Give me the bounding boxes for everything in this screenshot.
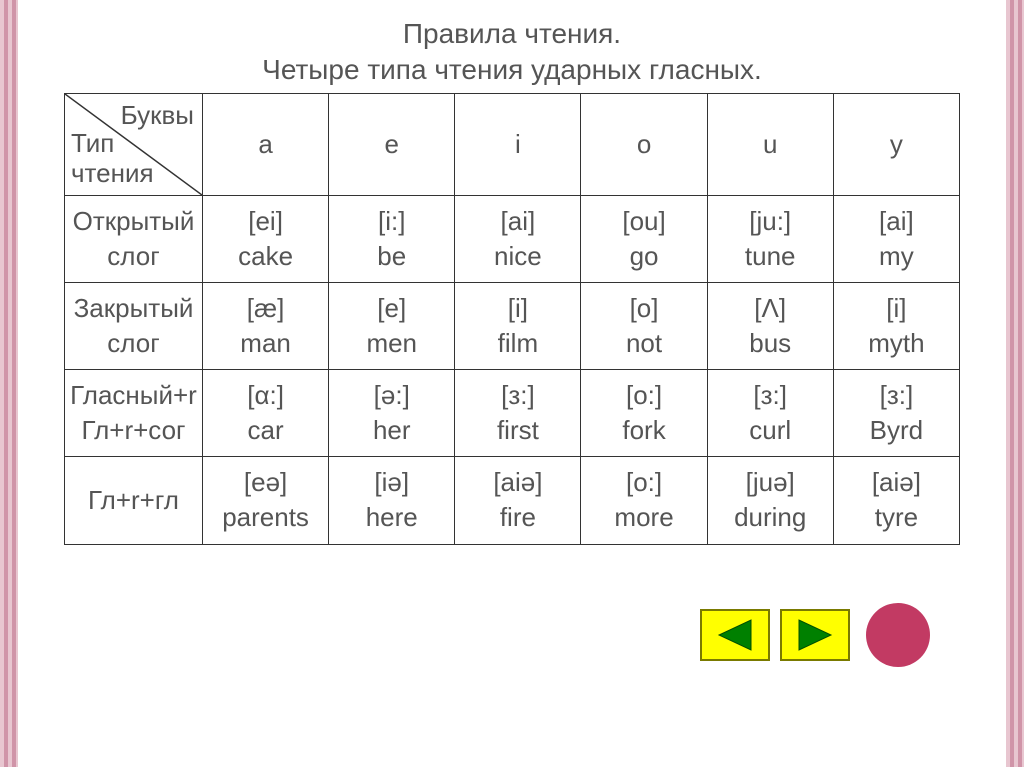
- diag-top-label: Буквы: [121, 98, 194, 133]
- row-label: Открытый слог: [65, 195, 203, 282]
- row-label: Гл+r+гл: [65, 457, 203, 544]
- cell: [i]film: [455, 282, 581, 369]
- cell: [iə]here: [329, 457, 455, 544]
- cell: [з:]curl: [707, 370, 833, 457]
- cell: [ə:]her: [329, 370, 455, 457]
- row-label: Гласный+r Гл+r+сог: [65, 370, 203, 457]
- navigation-controls: [700, 603, 930, 667]
- arrow-left-icon: [715, 618, 755, 652]
- slide-content: Правила чтения. Четыре типа чтения ударн…: [34, 0, 990, 767]
- col-header: e: [329, 93, 455, 195]
- cell: [ou]go: [581, 195, 707, 282]
- col-header: o: [581, 93, 707, 195]
- table-row: Закрытый слог [æ]man [e]men [i]film [o]n…: [65, 282, 960, 369]
- table-header-row: Буквы Тип чтения a e i o u y: [65, 93, 960, 195]
- cell: [ai]nice: [455, 195, 581, 282]
- cell: [aiə]tyre: [833, 457, 959, 544]
- action-circle-button[interactable]: [866, 603, 930, 667]
- slide-title: Правила чтения. Четыре типа чтения ударн…: [64, 16, 960, 89]
- diagonal-header-cell: Буквы Тип чтения: [65, 93, 203, 195]
- cell: [o:]more: [581, 457, 707, 544]
- cell: [e]men: [329, 282, 455, 369]
- col-header: y: [833, 93, 959, 195]
- title-line-1: Правила чтения.: [403, 18, 621, 49]
- cell: [α:]car: [203, 370, 329, 457]
- cell: [juə]during: [707, 457, 833, 544]
- cell: [aiə]fire: [455, 457, 581, 544]
- decorative-stripe-right: [1006, 0, 1024, 767]
- cell: [æ]man: [203, 282, 329, 369]
- arrow-right-icon: [795, 618, 835, 652]
- decorative-stripe-left: [0, 0, 18, 767]
- cell: [i]myth: [833, 282, 959, 369]
- col-header: a: [203, 93, 329, 195]
- cell: [o]not: [581, 282, 707, 369]
- next-button[interactable]: [780, 609, 850, 661]
- row-label: Закрытый слог: [65, 282, 203, 369]
- reading-rules-table: Буквы Тип чтения a e i o u y Открытый сл…: [64, 93, 960, 545]
- table-row: Открытый слог [ei]cake [i:]be [ai]nice […: [65, 195, 960, 282]
- cell: [Λ]bus: [707, 282, 833, 369]
- cell: [eə]parents: [203, 457, 329, 544]
- diag-bottom-label-2: чтения: [71, 156, 154, 191]
- prev-button[interactable]: [700, 609, 770, 661]
- cell: [o:]fork: [581, 370, 707, 457]
- table-row: Гласный+r Гл+r+сог [α:]car [ə:]her [з:]f…: [65, 370, 960, 457]
- cell: [i:]be: [329, 195, 455, 282]
- col-header: u: [707, 93, 833, 195]
- cell: [з:]Byrd: [833, 370, 959, 457]
- cell: [ju:]tune: [707, 195, 833, 282]
- col-header: i: [455, 93, 581, 195]
- cell: [ai]my: [833, 195, 959, 282]
- cell: [з:]first: [455, 370, 581, 457]
- cell: [ei]cake: [203, 195, 329, 282]
- table-row: Гл+r+гл [eə]parents [iə]here [aiə]fire […: [65, 457, 960, 544]
- title-line-2: Четыре типа чтения ударных гласных.: [262, 54, 762, 85]
